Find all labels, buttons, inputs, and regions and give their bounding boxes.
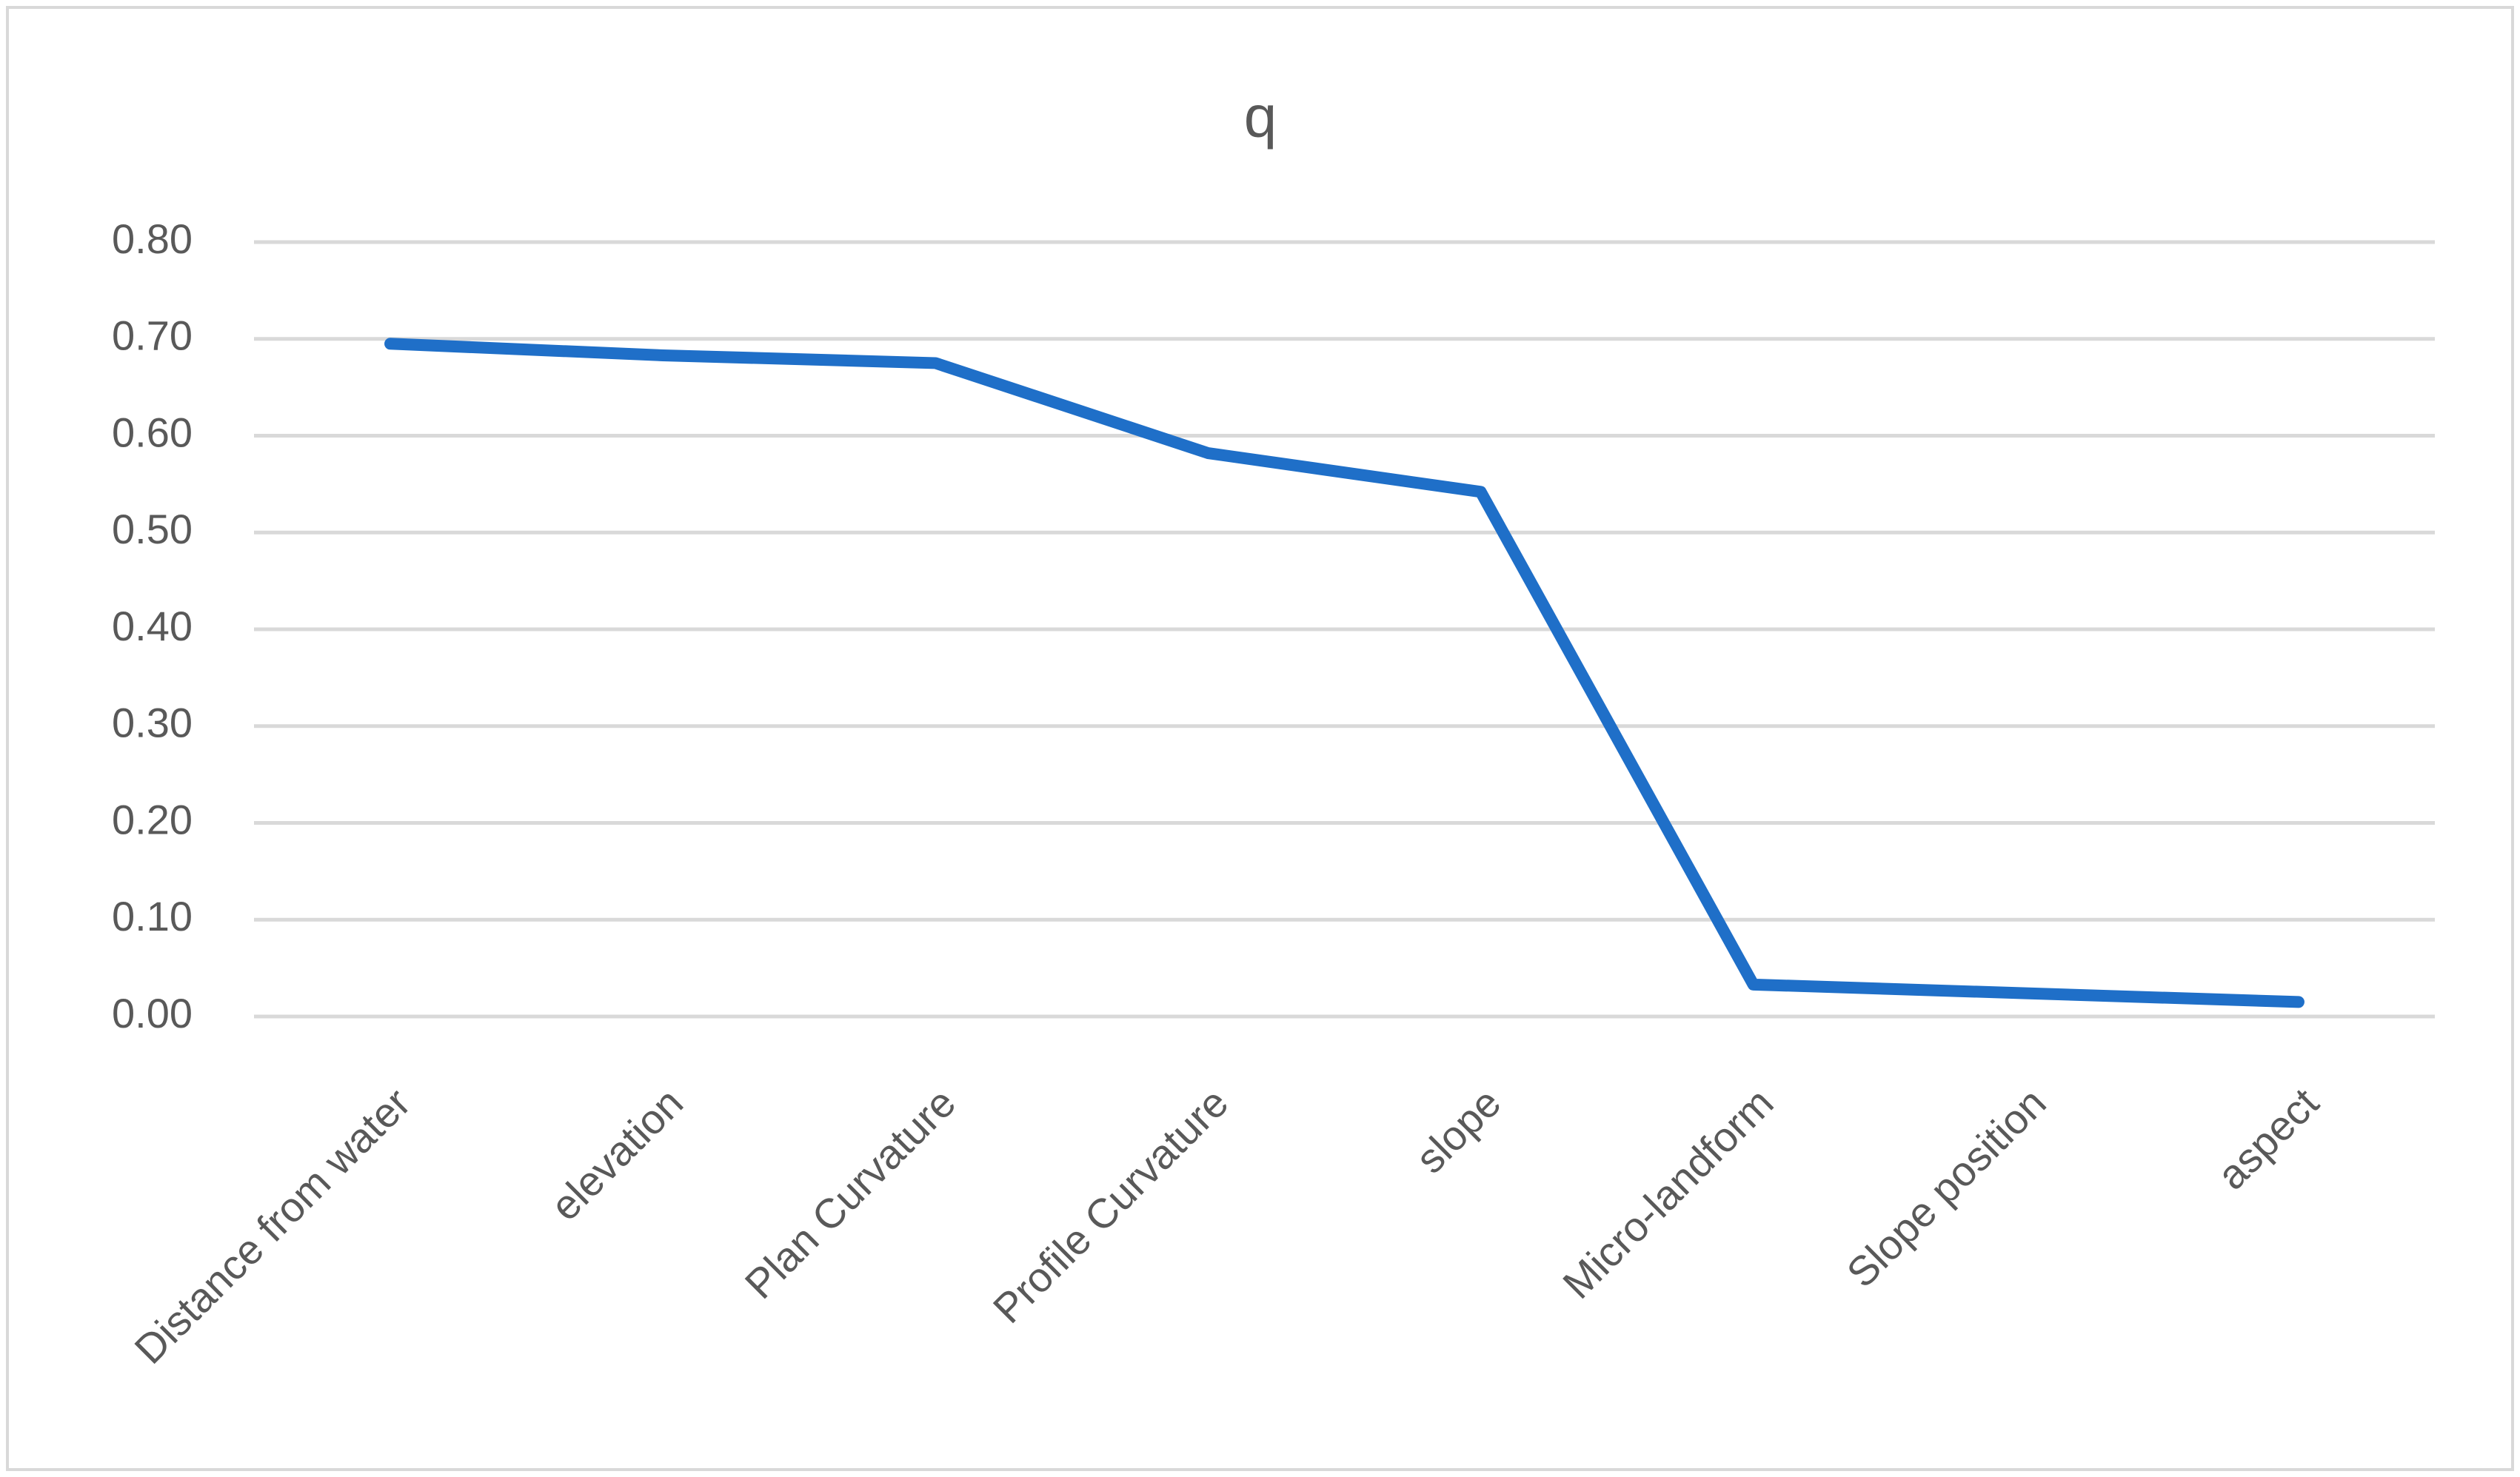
y-tick-label: 0.10	[112, 893, 193, 940]
chart-title: q	[1244, 84, 1277, 150]
chart-border	[6, 6, 2514, 1471]
y-tick-label: 0.50	[112, 506, 193, 552]
data-line	[384, 338, 2305, 1008]
y-tick-label: 0.30	[112, 700, 193, 746]
y-tick-label: 0.80	[112, 215, 193, 262]
y-tick-label: 0.60	[112, 409, 193, 455]
y-tick-label: 0.70	[112, 312, 193, 359]
y-tick-label: 0.40	[112, 603, 193, 649]
y-tick-label: 0.20	[112, 796, 193, 843]
y-tick-label: 0.00	[112, 990, 193, 1036]
